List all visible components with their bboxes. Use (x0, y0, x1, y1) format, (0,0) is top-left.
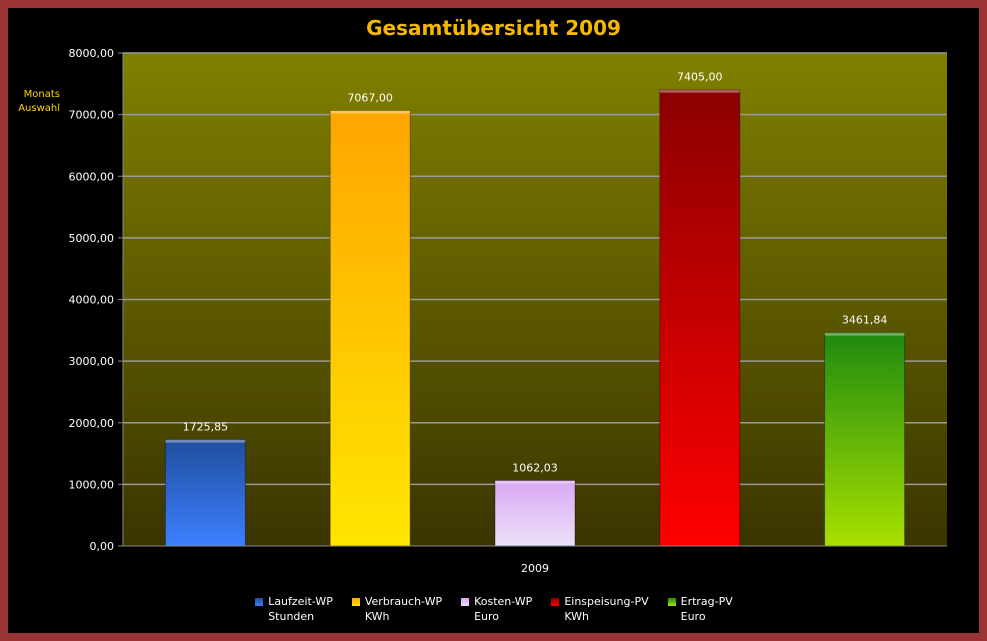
legend-series-unit: Stunden (268, 610, 315, 623)
y-tick-label: 7000,00 (69, 109, 115, 122)
y-tick-label: 4000,00 (69, 294, 115, 307)
legend-item: Einspeisung-PV KWh (550, 594, 649, 624)
legend-item: Verbrauch-WP KWh (350, 594, 443, 624)
y-tick-label: 6000,00 (69, 170, 115, 183)
legend-item: Laufzeit-WP Stunden (254, 594, 333, 624)
legend-series-name: Verbrauch-WP (364, 595, 443, 608)
data-label: 1062,03 (512, 462, 558, 475)
legend-swatch (350, 597, 361, 607)
legend-series-name: Laufzeit-WP (268, 595, 333, 608)
bar-highlight (824, 332, 905, 336)
grid-lines (123, 52, 947, 486)
bar-ertrag-pv (824, 332, 906, 547)
side-label-line-2: Auswahl (18, 103, 60, 114)
bars (164, 89, 906, 547)
bar-highlight (330, 110, 411, 114)
y-axis-ticks: 0,00 1000,00 2000,00 3000,00 4000,00 5000,00 6… (69, 47, 123, 553)
legend-series-unit: KWh (564, 610, 589, 623)
y-tick-label: 5000,00 (69, 232, 115, 245)
y-tick-label: 1000,00 (69, 478, 115, 491)
chart-title: Gesamtübersicht 2009 (366, 16, 621, 40)
legend-series-unit: Euro (680, 610, 706, 623)
data-label: 7067,00 (347, 91, 393, 104)
legend-series-name: Kosten-WP (474, 595, 533, 608)
legend-series-name: Ertrag-PV (680, 595, 733, 608)
y-tick-label: 3000,00 (69, 355, 115, 368)
y-tick-label: 0,00 (90, 540, 115, 553)
legend-series-name: Einspeisung-PV (564, 595, 649, 608)
legend-swatch (460, 597, 471, 607)
bar-highlight (165, 439, 246, 443)
y-tick-label: 2000,00 (69, 417, 115, 430)
legend-series-unit: KWh (364, 610, 390, 623)
bar-kosten-wp (494, 480, 576, 547)
bar-highlight (659, 89, 740, 93)
side-label-line-1: Monats (23, 89, 60, 100)
legend: Laufzeit-WP Stunden Verbrauch-WP KWh Kosten-… (0, 594, 987, 624)
legend-series-unit: Euro (474, 610, 500, 623)
legend-item: Ertrag-PV Euro (666, 594, 733, 624)
bar-laufzeit-wp (164, 439, 246, 547)
x-category-label: 2009 (521, 562, 549, 575)
data-label: 3461,84 (842, 314, 888, 327)
legend-swatch (666, 597, 677, 607)
data-label: 1725,85 (183, 421, 229, 434)
bar-verbrauch-wp (329, 109, 411, 547)
bar-highlight (495, 480, 575, 484)
data-label: 7405,00 (677, 71, 723, 84)
month-selection-label: Monats Auswahl (14, 88, 60, 116)
legend-swatch (550, 597, 561, 607)
legend-swatch (254, 597, 265, 607)
bar-einspeisung-pv (659, 89, 741, 547)
data-labels: 1725,85 7067,00 1062,03 7405,00 3461,84 (183, 71, 888, 475)
y-tick-label: 8000,00 (69, 47, 115, 60)
legend-item: Kosten-WP Euro (460, 594, 532, 624)
